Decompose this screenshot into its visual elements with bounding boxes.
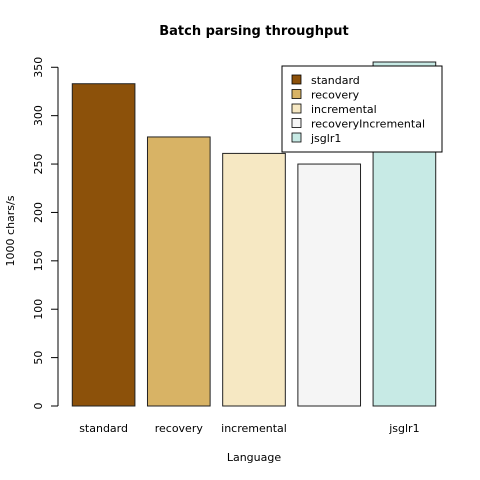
- x-tick-label: recovery: [155, 422, 204, 435]
- x-axis-label: Language: [227, 451, 282, 464]
- legend-swatch: [291, 132, 302, 143]
- bar-standard: [71, 83, 136, 407]
- legend-entry: jsglr1: [310, 132, 341, 145]
- chart-title: Batch parsing throughput: [159, 24, 349, 39]
- bar-incremental: [222, 152, 286, 407]
- legend-swatch: [291, 74, 302, 85]
- legend-entry: recoveryIncremental: [311, 118, 425, 131]
- y-tick-label: 0: [32, 403, 45, 410]
- bar-recovery: [146, 136, 211, 407]
- y-tick-label: 350: [32, 57, 45, 78]
- legend-entry: incremental: [311, 103, 377, 116]
- x-tick-labels: standard recovery incremental jsglr1: [79, 422, 419, 435]
- y-axis-label: 1000 chars/s: [4, 195, 17, 266]
- y-tick-label: 150: [32, 250, 45, 271]
- legend-box: [281, 65, 443, 153]
- legend-entry: recovery: [311, 89, 360, 102]
- x-tick-label: jsglr1: [388, 422, 419, 435]
- y-tick-label: 100: [32, 299, 45, 320]
- bar-series-4: [297, 163, 362, 407]
- legend-swatch: [291, 103, 302, 114]
- y-tick-label: 200: [32, 202, 45, 223]
- y-tick-label: 50: [32, 351, 45, 365]
- legend-entry: standard: [311, 74, 360, 87]
- legend-swatch: [291, 118, 302, 128]
- x-tick-label: incremental: [221, 422, 287, 435]
- x-tick-label: standard: [79, 422, 128, 435]
- y-axis: 0 50 100 150 200 250 300 350: [32, 57, 59, 410]
- y-tick-label: 250: [32, 154, 45, 175]
- y-tick-label: 300: [32, 105, 45, 126]
- legend-swatch: [291, 89, 302, 99]
